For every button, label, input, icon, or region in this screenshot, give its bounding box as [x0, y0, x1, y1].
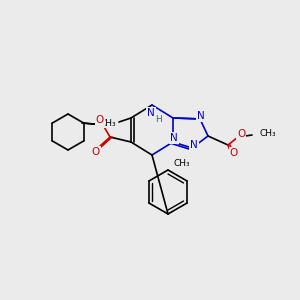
Text: CH₃: CH₃	[173, 160, 190, 169]
Text: O: O	[96, 115, 104, 125]
Text: O: O	[237, 129, 245, 139]
Text: H: H	[154, 115, 161, 124]
Text: CH₃: CH₃	[99, 118, 116, 127]
Text: N: N	[190, 140, 198, 150]
Text: N: N	[147, 108, 155, 118]
Text: N: N	[197, 111, 205, 121]
Text: O: O	[230, 148, 238, 158]
Text: N: N	[170, 133, 178, 143]
Text: CH₃: CH₃	[260, 130, 277, 139]
Text: O: O	[92, 147, 100, 157]
